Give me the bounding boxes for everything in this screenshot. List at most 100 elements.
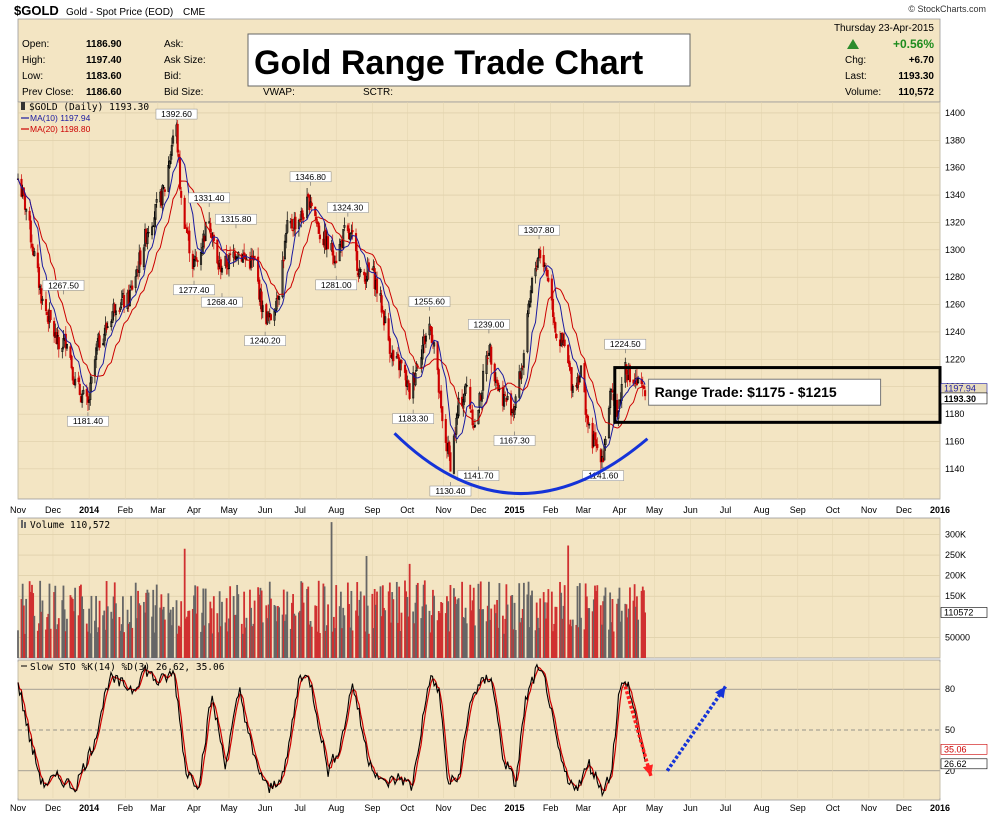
ma-price-tag-text: 1197.94 (944, 384, 976, 394)
volume-bar (617, 598, 620, 658)
volume-bar (569, 619, 572, 658)
price-candle-body (535, 265, 538, 268)
price-candle-body (486, 357, 489, 360)
red-arrow-line (623, 685, 653, 777)
price-candle-body (82, 389, 85, 395)
stochastic-d-tag (940, 744, 988, 755)
price-candle-body (111, 311, 114, 323)
volume-bar (169, 609, 172, 658)
stochastic-d-tag-text: 35.06 (944, 744, 967, 754)
volume-bar (571, 619, 574, 658)
annotation-label: 1167.30 (499, 436, 529, 446)
price-candle-body (168, 161, 171, 168)
volume-tick-label: 150K (945, 591, 966, 601)
volume-bar (70, 597, 73, 658)
annotation-label: 1141.60 (588, 471, 618, 481)
volume-bar (400, 612, 403, 658)
header-area: $GOLD Gold - Spot Price (EOD) CME © Stoc… (14, 3, 986, 103)
price-candle-body (286, 220, 289, 233)
price-candle-body (282, 259, 285, 262)
price-candle-body (285, 233, 288, 243)
price-candle-body (375, 278, 379, 294)
price-candle-body (412, 372, 415, 399)
price-candle-body (530, 277, 534, 293)
price-candle-body (365, 279, 368, 282)
price-candle-body (356, 250, 359, 271)
price-candle-body (290, 219, 293, 229)
price-candle-body (118, 310, 121, 312)
annotation-box (604, 338, 647, 350)
volume-bar (429, 632, 432, 658)
price-candle-body (449, 452, 452, 472)
volume-bar (616, 603, 619, 658)
price-candle-body (41, 298, 44, 302)
stochastic-axis: 20 50 80 35.06 26.62 (940, 684, 988, 776)
volume-bar (195, 613, 198, 658)
price-candle-body (163, 189, 166, 192)
price-candle-body (510, 393, 513, 416)
price-candle-body (358, 269, 361, 277)
x-tick-label: Feb (117, 803, 133, 813)
price-candle-body (469, 386, 472, 409)
volume-bar (57, 618, 60, 658)
volume-bar (77, 615, 80, 658)
volume-bar (31, 584, 33, 658)
price-candle-body (501, 386, 504, 406)
volume-bar (602, 601, 605, 658)
annotation-label: 1324.30 (333, 203, 364, 213)
volume-bar (456, 599, 459, 658)
x-tick-label: May (646, 505, 664, 515)
x-tick-label: Aug (754, 803, 770, 813)
price-candle-body (110, 321, 113, 328)
volume-bar (281, 614, 284, 658)
x-tick-label: Aug (328, 803, 344, 813)
volume-bar (176, 633, 179, 658)
volume-bar (331, 631, 334, 658)
volume-bar (318, 633, 321, 658)
price-candle-body (195, 257, 198, 261)
price-candle-body (331, 242, 334, 256)
volume-bar (36, 630, 39, 658)
price-candle-body (33, 251, 36, 257)
price-candle-body (95, 347, 98, 360)
annotation-label: 1331.40 (194, 193, 225, 203)
annotation-box (327, 202, 369, 213)
volume-bar (33, 615, 36, 658)
price-candle-body (209, 222, 212, 233)
volume-bar (229, 586, 232, 658)
annotation-label: 1268.40 (207, 297, 238, 307)
volume-bar (89, 633, 92, 658)
volume-bar (106, 606, 109, 658)
price-candle-body (550, 278, 553, 301)
volume-bar (200, 631, 202, 658)
x-tick-label: Oct (400, 505, 415, 515)
price-candle-body (503, 394, 506, 407)
volume-bar (406, 596, 409, 658)
x-tick-label: Mar (576, 803, 592, 813)
volume-bar (363, 595, 366, 658)
volume-bar (310, 626, 313, 658)
volume-bar (242, 633, 244, 658)
price-panel-bg (17, 101, 941, 500)
volume-bar (349, 627, 352, 658)
price-candle-body (65, 344, 69, 349)
price-candle-body (588, 424, 591, 426)
price-candle-body (575, 385, 578, 387)
price-candle-body (471, 409, 474, 426)
volume-bar (284, 620, 286, 658)
price-candle-body (171, 135, 175, 144)
price-candle-body (493, 363, 496, 382)
header-label: Prev Close: (22, 87, 74, 98)
volume-bar (64, 631, 67, 658)
volume-bar (226, 631, 229, 658)
volume-bar (578, 583, 581, 658)
price-candle-body (343, 225, 346, 228)
volume-bar (528, 627, 531, 658)
price-candle-body (518, 371, 521, 398)
volume-bar (510, 595, 512, 658)
price-candle-body (278, 296, 281, 300)
volume-bar (374, 604, 377, 658)
price-candle-body (25, 208, 28, 212)
price-candle-body (170, 145, 173, 156)
price-candle-body (72, 380, 75, 386)
